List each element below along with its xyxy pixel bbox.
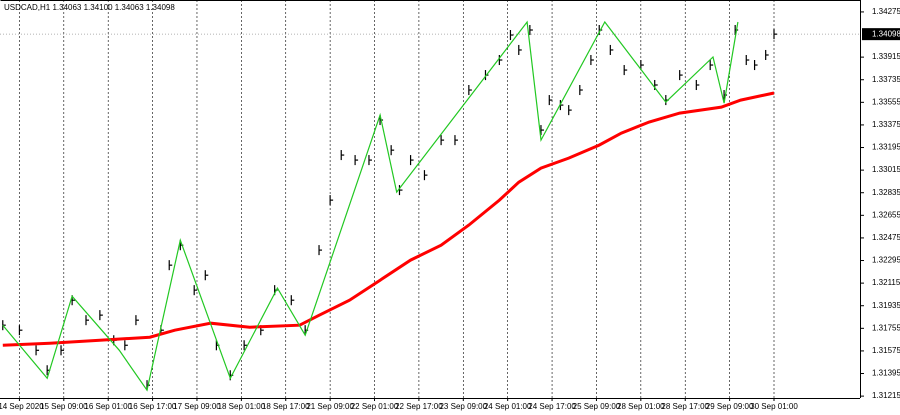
y-tick-label: 1.33555 — [872, 97, 900, 106]
y-tick-label: 1.31575 — [872, 346, 900, 355]
chart-title: USDCAD,H1 1.34063 1.34100 1.34063 1.3409… — [4, 3, 175, 12]
x-tick-label: 18 Sep 17:00 — [262, 402, 310, 411]
y-tick-label: 1.32835 — [872, 188, 900, 197]
y-tick-label: 1.31935 — [872, 301, 900, 310]
x-tick-label: 22 Sep 01:00 — [351, 402, 399, 411]
x-tick-label: 14 Sep 2020 — [0, 402, 44, 411]
x-tick-label: 18 Sep 01:00 — [218, 402, 266, 411]
y-tick-label: 1.32295 — [872, 256, 900, 265]
y-tick-label: 1.31755 — [872, 323, 900, 332]
y-tick-label: 1.32475 — [872, 233, 900, 242]
last-price-box — [862, 28, 900, 41]
indicator-line — [2, 91, 775, 347]
indicator-line — [2, 20, 739, 392]
x-tick-label: 22 Sep 17:00 — [395, 402, 443, 411]
y-tick-label: 1.31395 — [872, 369, 900, 378]
x-tick-label: 25 Sep 09:00 — [573, 402, 621, 411]
y-tick-label: 1.33915 — [872, 52, 900, 61]
y-tick-label: 1.34275 — [872, 7, 900, 16]
x-tick-label: 24 Sep 17:00 — [528, 402, 576, 411]
y-tick-label: 1.31215 — [872, 391, 900, 400]
y-tick-label: 1.33375 — [872, 120, 900, 129]
x-tick-label: 29 Sep 09:00 — [706, 402, 754, 411]
x-tick-label: 15 Sep 09:00 — [40, 402, 88, 411]
y-tick-label: 1.32115 — [872, 278, 900, 287]
x-tick-label: 16 Sep 01:00 — [84, 402, 132, 411]
x-tick-label: 23 Sep 09:00 — [439, 402, 487, 411]
x-tick-label: 17 Sep 09:00 — [173, 402, 221, 411]
x-tick-label: 21 Sep 09:00 — [306, 402, 354, 411]
x-tick-label: 28 Sep 17:00 — [661, 402, 709, 411]
x-tick-label: 30 Sep 01:00 — [750, 402, 798, 411]
y-tick-label: 1.33735 — [872, 75, 900, 84]
x-tick-label: 24 Sep 01:00 — [484, 402, 532, 411]
y-tick-label: 1.32655 — [872, 210, 900, 219]
y-tick-label: 1.33195 — [872, 143, 900, 152]
y-tick-label: 1.33015 — [872, 165, 900, 174]
x-tick-label: 28 Sep 01:00 — [617, 402, 665, 411]
last-price-label: 1.34098 — [872, 29, 900, 38]
x-tick-label: 16 Sep 17:00 — [129, 402, 177, 411]
